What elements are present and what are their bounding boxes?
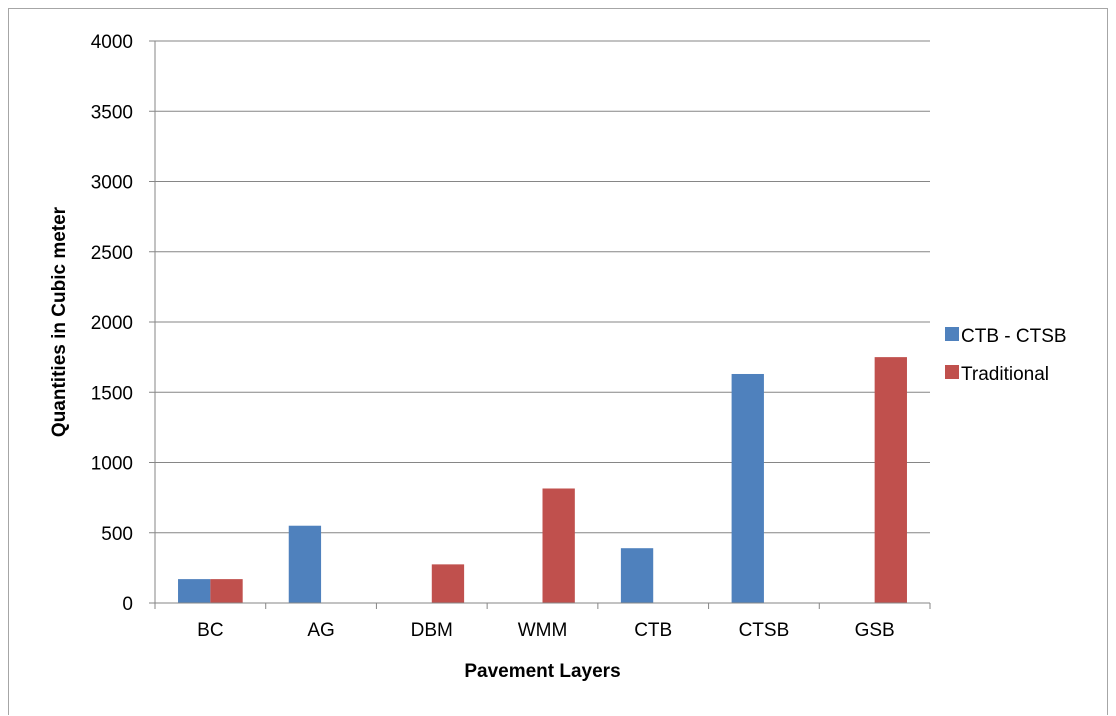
legend: CTB - CTSB Traditional bbox=[945, 326, 1067, 385]
bars bbox=[178, 357, 907, 603]
y-tick-label: 4000 bbox=[91, 32, 133, 53]
x-tick-label: DBM bbox=[411, 620, 453, 641]
x-tick-label: CTSB bbox=[739, 620, 790, 641]
gridlines bbox=[155, 40, 930, 534]
y-tick-label: 3500 bbox=[91, 102, 133, 123]
bar-ctsb-0 bbox=[731, 373, 764, 603]
legend-label: Traditional bbox=[961, 364, 1049, 385]
legend-label: CTB - CTSB bbox=[961, 326, 1067, 347]
y-axis-title: Quantities in Cubic meter bbox=[49, 206, 70, 437]
bar-dbm-1 bbox=[431, 564, 465, 603]
x-tick-label: BC bbox=[197, 620, 223, 641]
x-tick-label: GSB bbox=[855, 620, 895, 641]
y-tick-label: 0 bbox=[122, 594, 133, 615]
bar-bc-0 bbox=[178, 579, 211, 603]
bar-gsb-1 bbox=[874, 357, 907, 603]
y-tick-label: 2000 bbox=[91, 313, 133, 334]
y-tick-label: 2500 bbox=[91, 243, 133, 264]
legend-swatch bbox=[945, 327, 959, 341]
bar-ag-0 bbox=[288, 525, 322, 603]
chart-frame: 0 500 1000 1500 2000 2500 3000 3500 4000 BC AG DBM… bbox=[8, 8, 1108, 715]
bar-bc-1 bbox=[210, 579, 243, 603]
axes bbox=[149, 40, 931, 609]
x-tick-label: AG bbox=[307, 620, 334, 641]
y-tick-label: 1500 bbox=[91, 383, 133, 404]
x-axis-title: Pavement Layers bbox=[464, 661, 620, 682]
x-tick-label: CTB bbox=[634, 620, 672, 641]
x-tick-labels: BC AG DBM WMM CTB CTSB GSB bbox=[197, 620, 895, 641]
legend-swatch bbox=[945, 365, 959, 379]
bar-wmm-1 bbox=[542, 488, 575, 603]
y-tick-label: 500 bbox=[101, 524, 133, 545]
x-tick-label: WMM bbox=[518, 620, 568, 641]
y-tick-label: 3000 bbox=[91, 173, 133, 194]
y-tick-labels: 0 500 1000 1500 2000 2500 3000 3500 4000 bbox=[91, 32, 133, 615]
y-tick-label: 1000 bbox=[91, 454, 133, 475]
bar-chart: 0 500 1000 1500 2000 2500 3000 3500 4000 BC AG DBM… bbox=[49, 32, 1067, 682]
bar-ctb-0 bbox=[620, 548, 654, 603]
